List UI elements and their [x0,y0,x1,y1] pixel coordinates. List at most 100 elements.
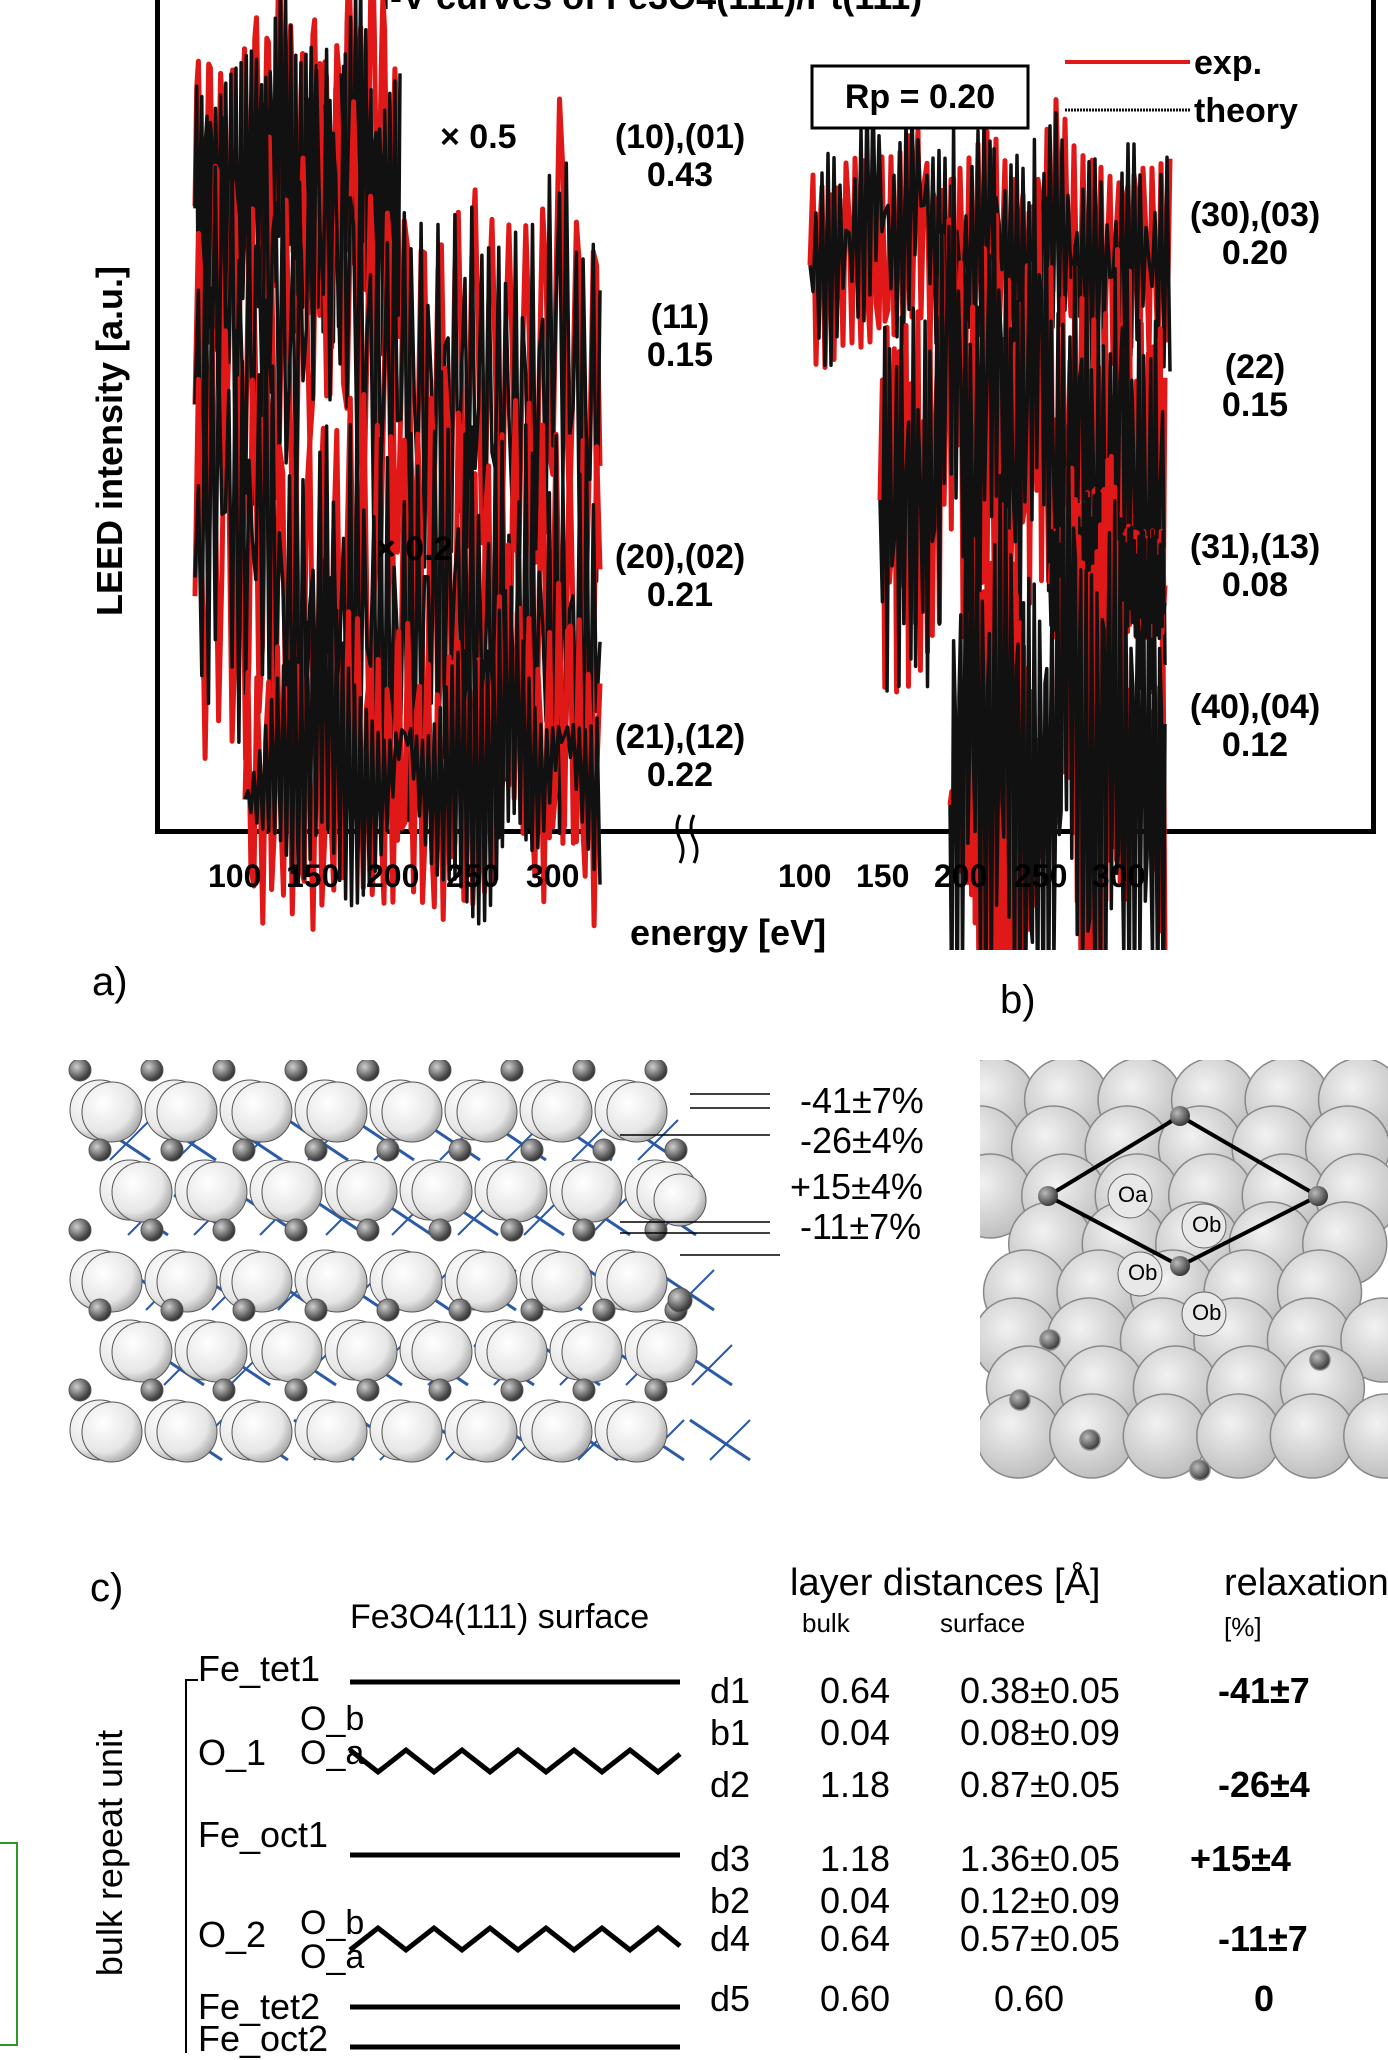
layer-label: Fe_tet1 [198,1648,321,1689]
layer-label: Fe_oct2 [198,2018,329,2059]
o-atom [111,1161,173,1223]
fe-atom [376,1138,400,1162]
axis-break-mark [689,814,699,864]
o-atom [531,1251,593,1313]
fe-atom [232,1138,256,1162]
x-axis-label: energy [eV] [630,912,827,953]
table-row: b1 0.04 0.08±0.09 [710,1712,1120,1753]
table-header-bulk: bulk [802,1608,850,1638]
fe-atom [428,1218,452,1242]
table-row: d2 1.18 0.87±0.05 -26±4 [710,1764,1310,1805]
legend-theory-label: theory [1194,92,1298,130]
o-atom [156,1251,218,1313]
table-header-relaxation: relaxation [1224,1562,1388,1604]
bracket-label: bulk repeat unit [89,1729,130,1977]
rp-box [810,64,1030,130]
fe-atom [356,1060,380,1082]
o-atom [261,1321,323,1383]
bond [689,1418,751,1462]
table-header-percent: [%] [1224,1612,1262,1642]
bond [691,1344,733,1386]
o-atom [81,1251,143,1313]
o-atom [1269,1393,1356,1479]
layer-label: O_2 [198,1914,267,1955]
bond [637,1119,679,1161]
table-row: d1 0.64 0.38±0.05 -41±7 [710,1670,1310,1711]
o-atom [456,1251,518,1313]
x-tick: 200 [934,858,988,894]
fe-atom [376,1298,400,1322]
fe-atom [140,1218,164,1242]
o-atom [411,1161,473,1223]
table-header-distances: layer distances [Å] [790,1562,1101,1604]
highlight-box [0,1842,18,2046]
theory-curve [948,423,1167,950]
y-axis-label: LEED intensity [a.u.] [89,265,130,617]
fe-atom [1079,1429,1101,1451]
o-atom [231,1401,293,1463]
fe-atom [1039,1329,1061,1351]
fe-atom [356,1378,380,1402]
o-atom [261,1161,323,1223]
o-atom [486,1161,548,1223]
fe-atom [1009,1389,1031,1411]
fe-atom [572,1378,596,1402]
fe-atom [68,1378,92,1402]
fe-atom [664,1138,688,1162]
o-atom [231,1081,293,1143]
o-atom [186,1321,248,1383]
o-atom [456,1081,518,1143]
o-atom [1343,1393,1388,1479]
o-atom [306,1081,368,1143]
panel-c-label: c) [90,1566,124,1610]
o-atom [531,1081,593,1143]
theory-curve [193,47,602,584]
atom-label: Oa [1118,1182,1148,1207]
fe-atom [1309,1349,1331,1371]
o-atom [381,1401,443,1463]
fe-atom [68,1060,92,1082]
fe-atom [160,1298,184,1322]
fe-atom [284,1218,308,1242]
o-atom [486,1321,548,1383]
fe-atom [572,1060,596,1082]
o-atom [606,1401,668,1463]
layer-label: Fe_oct1 [198,1814,329,1855]
o-atom [186,1161,248,1223]
chart-title: I-V curves of Fe3O4(111)/Pt(111) [380,0,922,18]
theory-curve [808,90,1172,375]
fe-atom [284,1378,308,1402]
o-atom [231,1251,293,1313]
fe-atom [428,1060,452,1082]
beam-label: (22) 0.15 [1221,348,1289,424]
fe-atom [160,1138,184,1162]
o-atom [561,1321,623,1383]
beam-label: (11) 0.15 [646,298,714,374]
axis-break-mark [675,814,685,864]
fe-atom [88,1298,112,1322]
sublayer-label: O_a [300,1734,365,1772]
layer-label: O_1 [198,1732,267,1773]
plot-frame [155,0,1376,834]
fe-atom [428,1378,452,1402]
fe-atom [304,1138,328,1162]
o-atom [81,1401,143,1463]
rp-value: Rp = 0.20 [844,78,996,116]
fe-atom [88,1138,112,1162]
atom-label: Ob [1192,1300,1222,1325]
fe-atom [68,1218,92,1242]
scale-note-1: × 0.5 [440,118,517,156]
table-header-surface: surface [940,1608,1026,1638]
fe-atom [667,1287,693,1313]
o-atom [636,1321,698,1383]
x-tick: 250 [1014,858,1068,894]
beam-label: (10),(01) 0.43 [614,118,746,194]
o-atom [456,1401,518,1463]
fe-atom [592,1138,616,1162]
crystal-structure-3d [68,1060,780,1463]
relaxation-label: +15±4% [790,1166,923,1207]
fe-atom [356,1218,380,1242]
o-atom [411,1321,473,1383]
iv-curve-plot [192,0,1190,950]
x-tick: 300 [1092,858,1146,894]
